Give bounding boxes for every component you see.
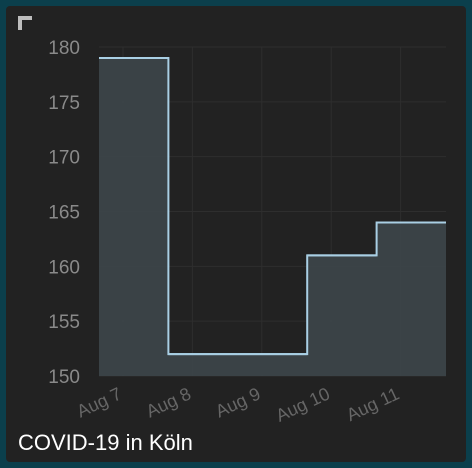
y-tick-label: 155 <box>48 312 80 333</box>
chart-card[interactable]: 150 155 160 165 170 175 180 Aug 7 Aug 8 Aug 9 Aug… <box>6 6 466 462</box>
y-tick-label: 180 <box>48 38 80 59</box>
y-tick-label: 165 <box>48 203 80 224</box>
y-tick-label: 150 <box>48 367 80 388</box>
y-tick-label: 170 <box>48 148 80 169</box>
x-tick-label: Aug 7 <box>74 383 125 421</box>
chart-svg: 150 155 160 165 170 175 180 Aug 7 Aug 8 Aug 9 Aug… <box>48 38 446 426</box>
x-tick-label: Aug 10 <box>273 383 333 425</box>
x-tick-label: Aug 8 <box>143 383 194 421</box>
y-tick-label: 175 <box>48 93 80 114</box>
series-area <box>99 57 446 376</box>
y-tick-label: 160 <box>48 257 80 278</box>
chart-title: COVID-19 in Köln <box>18 430 193 455</box>
expand-corner-icon[interactable] <box>18 16 32 30</box>
x-tick-label: Aug 11 <box>343 383 402 425</box>
x-tick-label: Aug 9 <box>212 383 263 421</box>
